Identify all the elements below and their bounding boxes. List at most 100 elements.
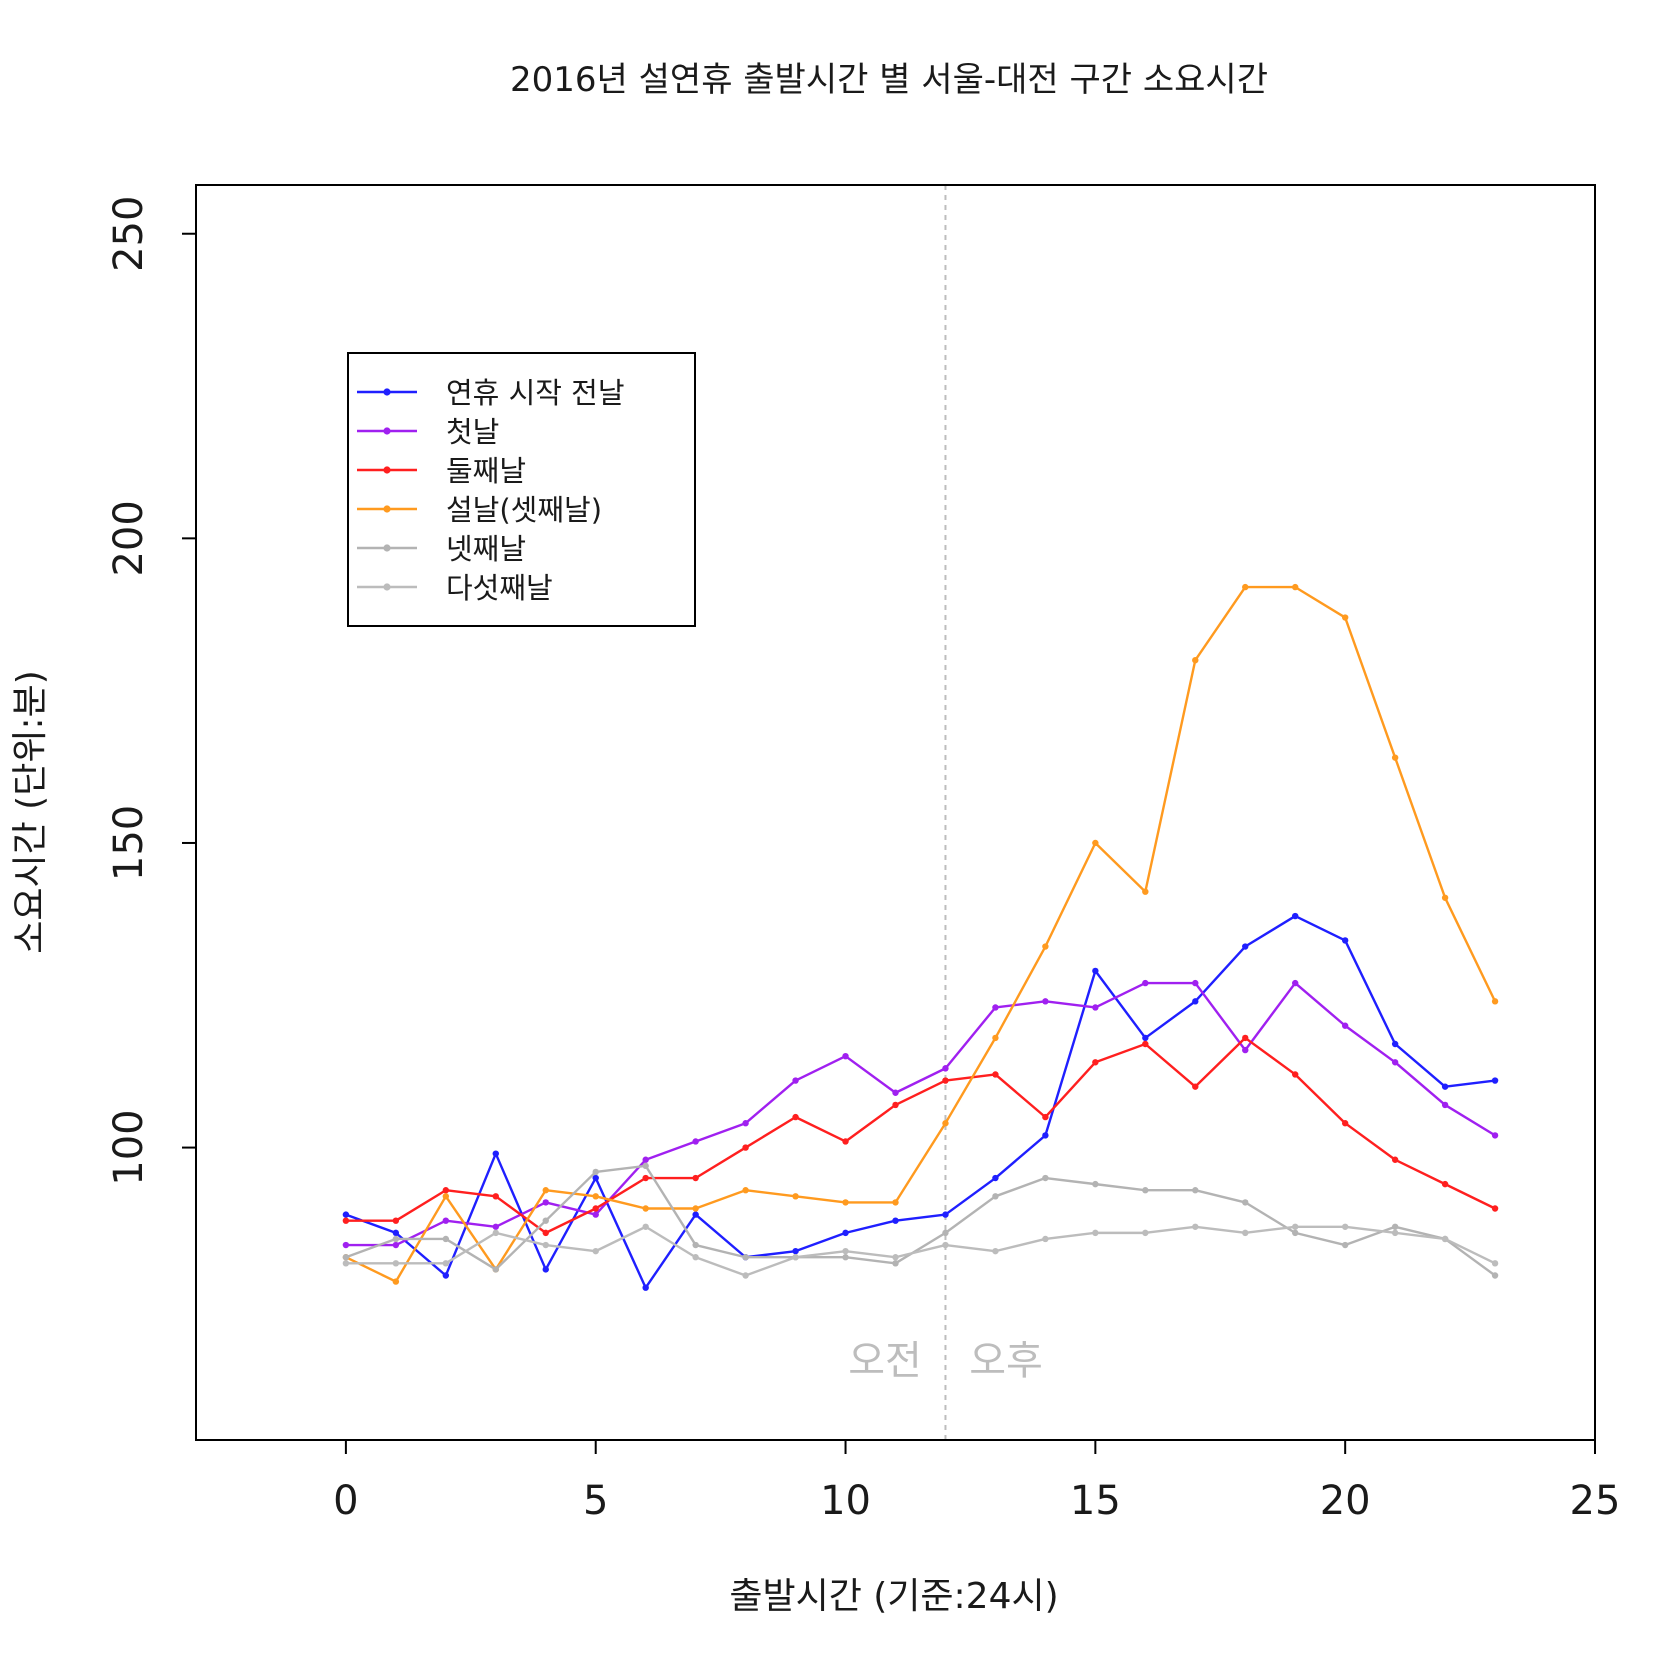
data-point <box>842 1138 849 1145</box>
data-point <box>592 1205 599 1212</box>
data-point <box>1042 1235 1049 1243</box>
data-point <box>1341 1241 1349 1249</box>
data-point <box>392 1235 400 1243</box>
y-tick-label: 200 <box>106 500 152 576</box>
data-point <box>492 1223 499 1230</box>
data-point <box>542 1199 549 1206</box>
data-point <box>642 1162 649 1170</box>
data-point <box>1242 1229 1249 1237</box>
y-tick-label: 250 <box>106 196 152 272</box>
data-point <box>1441 1180 1449 1188</box>
series-3 <box>342 583 1499 1285</box>
legend-label: 설날(셋째날) <box>446 493 602 527</box>
x-tick-label: 5 <box>583 1478 608 1524</box>
data-point <box>1341 614 1349 621</box>
x-tick-label: 10 <box>820 1478 871 1524</box>
data-point <box>1142 1034 1149 1042</box>
data-point <box>842 1229 849 1237</box>
data-point <box>1092 1059 1099 1066</box>
data-point <box>442 1272 450 1279</box>
series-2 <box>342 1034 1499 1237</box>
y-axis-title: 소요시간 (단위:분) <box>10 670 51 954</box>
data-point <box>1441 1235 1449 1243</box>
x-tick-label: 15 <box>1070 1478 1121 1524</box>
data-point <box>1292 912 1299 920</box>
data-point <box>892 1199 899 1206</box>
series-line <box>345 1164 1496 1277</box>
data-point <box>1292 1229 1299 1237</box>
data-point <box>592 1168 599 1176</box>
data-point <box>1142 1040 1149 1048</box>
data-point <box>1192 979 1199 987</box>
legend-label: 연휴 시작 전날 <box>446 376 625 410</box>
data-point <box>1292 1071 1299 1078</box>
data-point <box>642 1174 649 1182</box>
data-point <box>842 1052 849 1060</box>
data-point <box>342 1260 350 1267</box>
data-point <box>492 1193 499 1200</box>
data-point <box>392 1241 400 1249</box>
data-point <box>1341 1223 1349 1230</box>
data-point <box>1242 943 1249 950</box>
data-point <box>842 1254 849 1261</box>
data-point <box>1242 1034 1249 1042</box>
x-axis: 0 5 10 15 20 25 <box>333 1439 1621 1524</box>
data-point <box>1491 1205 1499 1212</box>
series-line <box>345 1036 1496 1235</box>
data-point <box>592 1193 599 1200</box>
data-point <box>1391 1223 1399 1230</box>
x-tick-label: 20 <box>1320 1478 1371 1524</box>
data-point <box>592 1247 599 1255</box>
data-point <box>1391 1229 1399 1237</box>
data-point <box>342 1241 350 1249</box>
data-point <box>942 1077 949 1084</box>
x-tick-label: 25 <box>1570 1478 1621 1524</box>
data-point <box>1491 1272 1499 1279</box>
data-point <box>492 1266 499 1273</box>
data-point <box>542 1241 549 1249</box>
legend-label: 다섯째날 <box>446 571 553 605</box>
data-point <box>692 1138 699 1145</box>
series-4 <box>342 1162 1499 1279</box>
x-tick-label: 0 <box>333 1478 358 1524</box>
data-point <box>792 1254 799 1261</box>
series-line <box>345 914 1496 1289</box>
data-point <box>942 1241 949 1249</box>
am-annotation: 오전 <box>848 1338 922 1384</box>
data-point <box>342 1211 350 1218</box>
data-point <box>1142 979 1149 987</box>
data-point <box>342 1254 350 1261</box>
data-point <box>1341 1022 1349 1029</box>
data-point <box>942 1120 949 1127</box>
pm-annotation: 오후 <box>969 1338 1043 1384</box>
data-point <box>942 1211 949 1218</box>
data-point <box>1042 1132 1049 1139</box>
series-line <box>345 981 1496 1247</box>
data-point <box>542 1217 549 1224</box>
data-point <box>642 1156 649 1163</box>
data-point <box>892 1089 899 1096</box>
data-point <box>742 1187 749 1194</box>
legend-marker <box>383 388 391 396</box>
data-point <box>1242 1199 1249 1206</box>
data-point <box>442 1187 450 1194</box>
data-point <box>792 1077 799 1084</box>
data-point <box>1242 583 1249 591</box>
data-point <box>542 1229 549 1237</box>
data-point <box>442 1217 450 1224</box>
legend-marker <box>383 544 391 552</box>
data-point <box>792 1113 799 1121</box>
data-point <box>1192 1187 1199 1194</box>
data-point <box>992 1004 999 1011</box>
data-point <box>1391 1040 1399 1048</box>
data-point <box>892 1101 899 1109</box>
y-tick-label: 100 <box>106 1109 152 1185</box>
data-point <box>742 1272 749 1279</box>
data-point <box>992 1247 999 1255</box>
legend-label: 둘째날 <box>446 454 526 488</box>
data-point <box>942 1065 949 1072</box>
data-point <box>1142 1187 1149 1194</box>
series-0 <box>342 912 1499 1291</box>
